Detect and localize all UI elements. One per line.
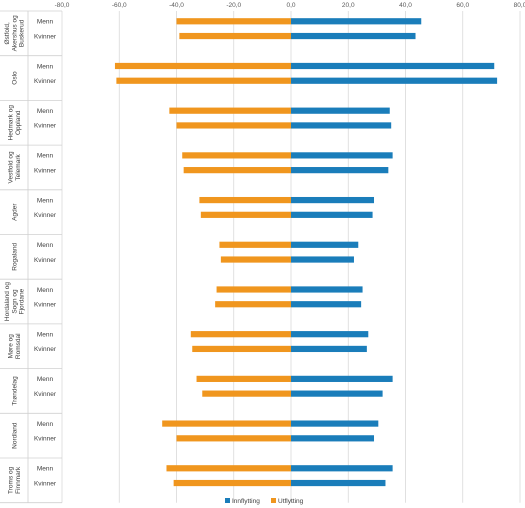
x-tick-label: 0,0 (286, 2, 295, 9)
legend-swatch (271, 498, 276, 503)
sub-category-label: Kvinner (34, 436, 57, 443)
x-tick-label: 20,0 (342, 2, 355, 9)
bar-innflytting (291, 107, 390, 114)
bar-utflytting (116, 77, 291, 84)
bar-utflytting (200, 211, 291, 218)
bar-innflytting (291, 122, 392, 129)
bar-innflytting (291, 167, 389, 174)
bar-utflytting (202, 390, 291, 397)
sub-category-label: Kvinner (34, 257, 57, 264)
sub-category-label: Menn (37, 19, 54, 26)
sub-category-label: Menn (37, 63, 54, 70)
bar-innflytting (291, 18, 422, 25)
bar-innflytting (291, 331, 369, 338)
x-tick-label: -60,0 (112, 2, 127, 9)
sub-category-label: Kvinner (34, 302, 57, 309)
x-tick-label: -80,0 (55, 2, 70, 9)
sub-category-label: Menn (37, 331, 54, 338)
sub-category-label: Menn (37, 376, 54, 383)
sub-category-label: Menn (37, 287, 54, 294)
legend-label: Utflytting (278, 498, 304, 505)
bar-innflytting (291, 62, 495, 70)
sub-category-label: Menn (37, 466, 54, 473)
bar-innflytting (291, 375, 393, 382)
bar-utflytting (179, 32, 291, 40)
bar-innflytting (291, 32, 416, 40)
bar-innflytting (291, 286, 363, 293)
sub-category-label: Kvinner (34, 123, 57, 130)
group-label: Hedmark ogOppland (8, 105, 22, 141)
group-label: Trøndelag (11, 376, 18, 406)
bar-innflytting (291, 465, 393, 472)
group-label: Oslo (11, 71, 18, 85)
bar-innflytting (291, 241, 359, 248)
sub-category-label: Menn (37, 421, 54, 428)
bar-utflytting (199, 196, 291, 204)
bar-utflytting (173, 479, 291, 487)
bar-innflytting (291, 301, 362, 308)
bar-utflytting (190, 331, 291, 338)
bar-utflytting (192, 345, 291, 353)
sub-category-label: Menn (37, 108, 54, 115)
sub-category-label: Menn (37, 153, 54, 160)
bar-utflytting (176, 18, 291, 25)
x-tick-label: 60,0 (456, 2, 469, 9)
sub-category-label: Kvinner (34, 346, 57, 353)
bar-innflytting (291, 435, 375, 442)
bar-utflytting (183, 167, 291, 174)
bar-utflytting (162, 420, 291, 427)
bar-utflytting (169, 107, 291, 114)
group-label: Hordaland ogSogn ogFjordane (4, 282, 25, 321)
sub-category-label: Kvinner (34, 480, 57, 487)
x-tick-label: 40,0 (399, 2, 412, 9)
sub-category-label: Kvinner (34, 33, 57, 40)
bar-utflytting (182, 152, 291, 159)
sub-category-label: Menn (37, 197, 54, 204)
bar-utflytting (216, 286, 291, 293)
bar-utflytting (219, 241, 291, 248)
sub-category-label: Menn (37, 242, 54, 249)
bar-utflytting (166, 465, 291, 472)
group-label: Agder (11, 203, 18, 221)
bar-innflytting (291, 420, 379, 427)
bar-innflytting (291, 256, 354, 263)
group-label: Vestfold ogTelemark (8, 151, 22, 184)
bar-utflytting (196, 375, 291, 382)
bar-innflytting (291, 77, 498, 84)
bar-utflytting (114, 62, 291, 70)
bar-innflytting (291, 345, 367, 353)
bar-innflytting (291, 390, 383, 397)
group-label: Troms ogFinnmark (8, 466, 22, 494)
bar-utflytting (176, 122, 291, 129)
sub-category-label: Kvinner (34, 391, 57, 398)
group-label: Møre ogRomsdal (8, 333, 22, 359)
group-label: Rogaland (11, 243, 18, 271)
sub-category-label: Kvinner (34, 167, 57, 174)
sub-category-label: Kvinner (34, 78, 57, 85)
x-tick-label: -40,0 (169, 2, 184, 9)
bar-utflytting (176, 435, 291, 442)
bar-innflytting (291, 152, 393, 159)
bar-innflytting (291, 479, 386, 487)
group-label: Nordland (11, 422, 18, 449)
x-tick-label: 80,0 (514, 2, 525, 9)
x-tick-label: -20,0 (226, 2, 241, 9)
sub-category-label: Kvinner (34, 212, 57, 219)
bar-utflytting (220, 256, 291, 263)
bar-innflytting (291, 196, 375, 204)
bar-innflytting (291, 211, 373, 218)
legend-label: Innflytting (232, 498, 260, 505)
bar-utflytting (215, 301, 291, 308)
legend-swatch (225, 498, 230, 503)
group-label: Østfold,Akershus ogBuskerud (4, 15, 25, 52)
